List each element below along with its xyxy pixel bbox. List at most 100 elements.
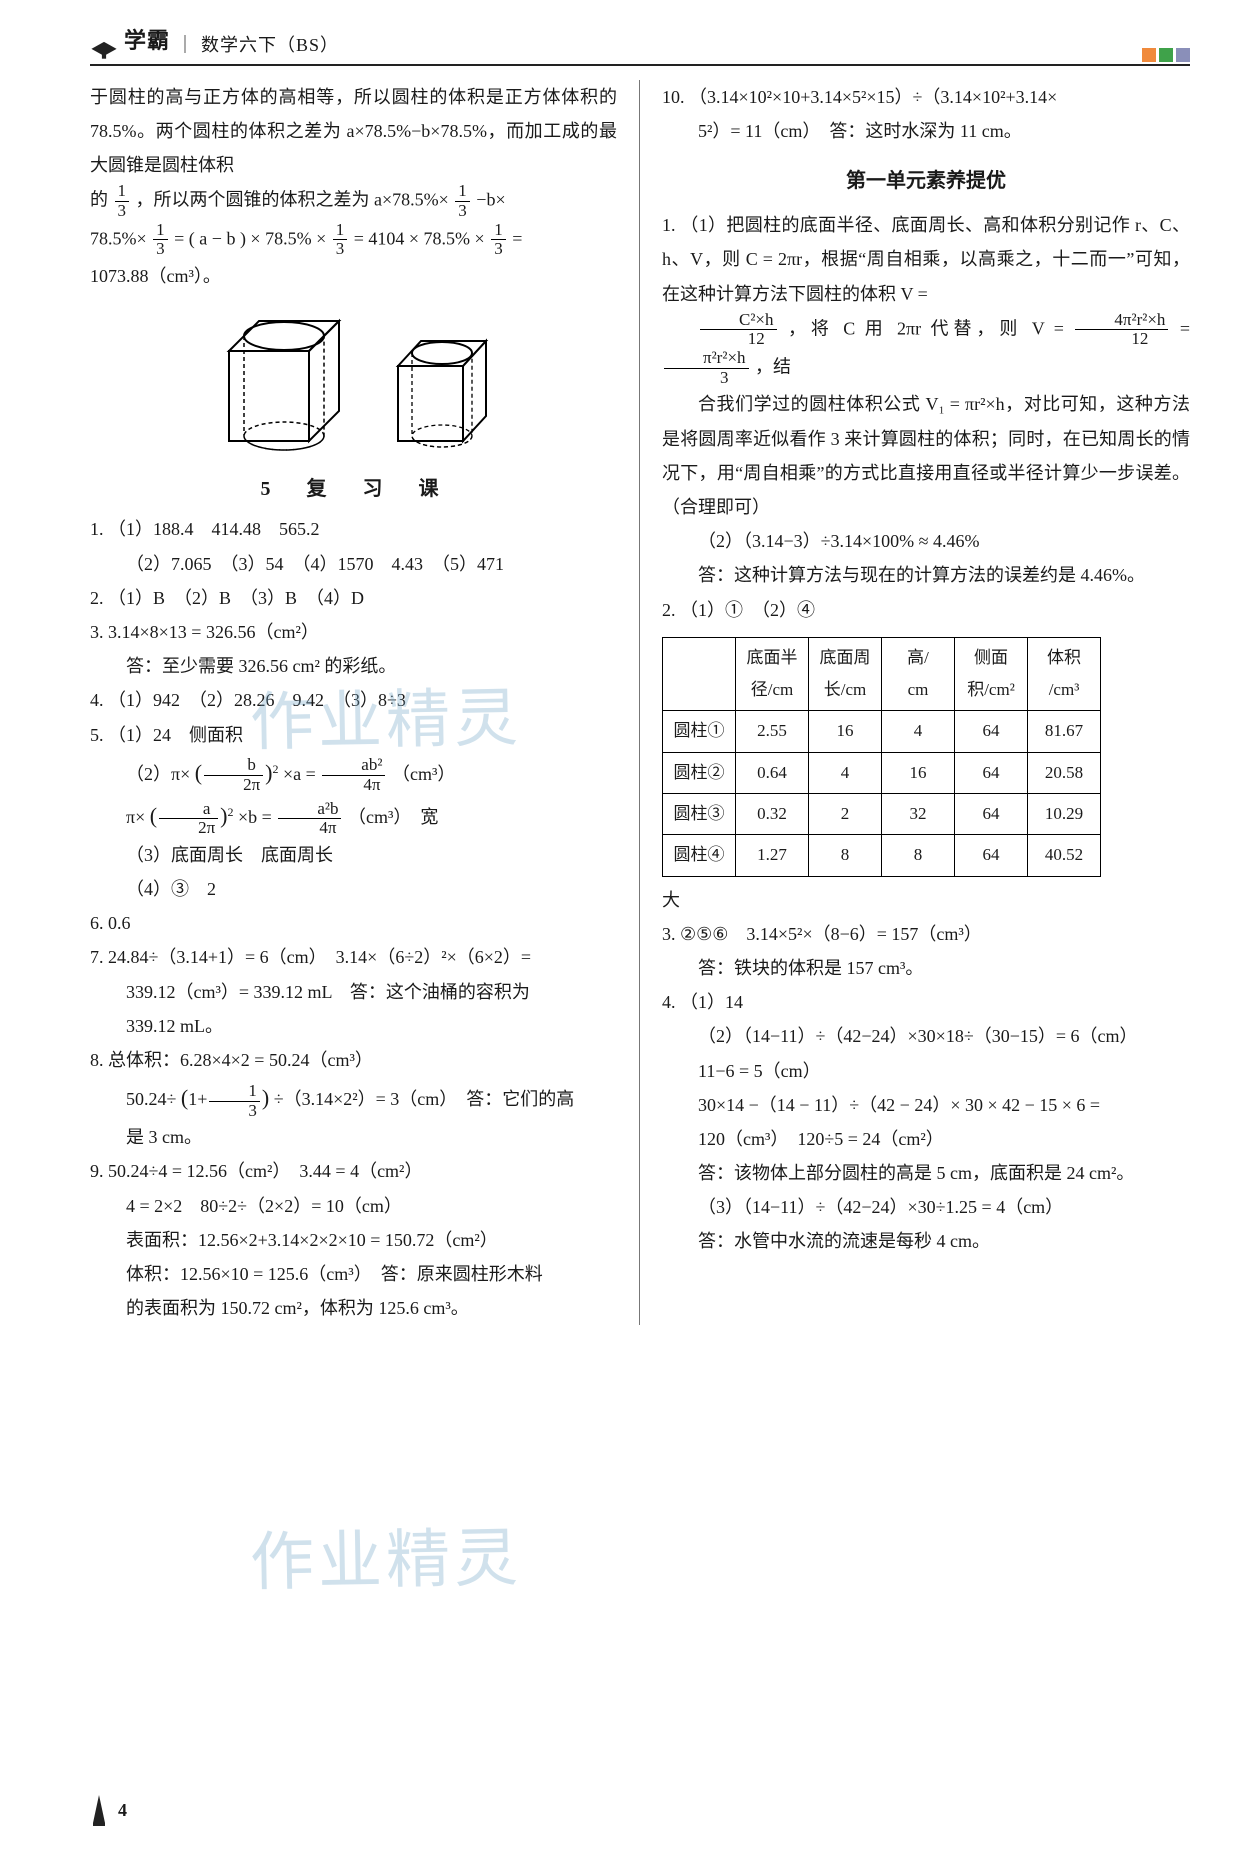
left-column: 于圆柱的高与正方体的高相等，所以圆柱的体积是正方体体积的 78.5%。两个圆柱的… bbox=[90, 80, 640, 1326]
q5b: （2）π× (b2π)2 ×a = ab²4π （cm³） bbox=[90, 752, 617, 795]
table-cell: 20.58 bbox=[1028, 752, 1101, 793]
q5e: （4）③ 2 bbox=[90, 872, 617, 906]
cube-figure-large bbox=[209, 301, 359, 462]
table-cell: 64 bbox=[955, 793, 1028, 834]
text: ②⑤⑥ 3.14×5²×（8−6）= 157（cm³） bbox=[680, 924, 982, 944]
header-left: 学霸 ｜ 数学六下（BS） bbox=[90, 20, 339, 62]
fraction: 13 bbox=[115, 182, 130, 220]
fraction: 13 bbox=[209, 1082, 260, 1120]
page: 作业精灵 作业精灵 学霸 ｜ 数学六下（BS） 于圆柱的高与正方体的高相等，所以… bbox=[0, 0, 1250, 1853]
r-q1-1c: 合我们学过的圆柱体积公式 V₁ = πr²×h，对比可知，这种方法是将圆周率近似… bbox=[662, 387, 1190, 524]
r-q4-2d: 120（cm³） 120÷5 = 24（cm²） bbox=[662, 1122, 1190, 1156]
fraction: π²r²×h3 bbox=[664, 349, 749, 387]
text: 3.14×8×13 = 326.56（cm²） bbox=[108, 622, 319, 642]
fraction: a²b4π bbox=[278, 800, 341, 838]
r-q4-2e: 答：该物体上部分圆柱的高是 5 cm，底面积是 24 cm²。 bbox=[662, 1156, 1190, 1190]
table-row: 圆柱③0.322326410.29 bbox=[663, 793, 1101, 834]
r-q1-2b: 答：这种计算方法与现在的计算方法的误差约是 4.46%。 bbox=[662, 558, 1190, 592]
q2: 2. （1）B （2）B （3）B （4）D bbox=[90, 581, 617, 615]
q6: 6. 0.6 bbox=[90, 906, 617, 940]
text: ÷（3.14×2²）= 3（cm） 答：它们的高 bbox=[274, 1089, 575, 1109]
q5d: （3）底面周长 底面周长 bbox=[90, 838, 617, 872]
right-column: 10. （3.14×10²×10+3.14×5²×15）÷（3.14×10²+3… bbox=[640, 80, 1190, 1326]
q1b: （2）7.065 （3）54 （4）1570 4.43 （5）471 bbox=[90, 547, 617, 581]
r-q4-2a: （2）（14−11）÷（42−24）×30×18÷（30−15）= 6（cm） bbox=[662, 1019, 1190, 1053]
table-row: 圆柱②0.644166420.58 bbox=[663, 752, 1101, 793]
fraction: 13 bbox=[455, 182, 470, 220]
table-body: 圆柱①2.551646481.67圆柱②0.644166420.58圆柱③0.3… bbox=[663, 711, 1101, 876]
q7b: 339.12（cm³）= 339.12 mL 答：这个油桶的容积为 bbox=[90, 975, 617, 1009]
r-q1-2a: （2）（3.14−3）÷3.14×100% ≈ 4.46% bbox=[662, 524, 1190, 558]
table-cell: 0.32 bbox=[736, 793, 809, 834]
text: （1）B （2）B （3）B （4）D bbox=[108, 588, 364, 608]
r-q3a: 3. ②⑤⑥ 3.14×5²×（8−6）= 157（cm³） bbox=[662, 917, 1190, 951]
frac-line-1: 的 13 ，所以两个圆锥的体积之差为 a×78.5%× 13 −b× bbox=[90, 182, 617, 220]
table-header-row: 底面半径/cm 底面周长/cm 高/cm 侧面积/cm² 体积/cm³ bbox=[663, 637, 1101, 711]
square-icon bbox=[1142, 48, 1156, 62]
page-number: 4 bbox=[118, 1793, 127, 1827]
table-cell: 8 bbox=[882, 835, 955, 876]
q9d: 体积：12.56×10 = 125.6（cm³） 答：原来圆柱形木料 bbox=[90, 1257, 617, 1291]
r-q4-3a: （3）（14−11）÷（42−24）×30÷1.25 = 4（cm） bbox=[662, 1190, 1190, 1224]
table-cell: 圆柱③ bbox=[663, 793, 736, 834]
cylinder-table: 底面半径/cm 底面周长/cm 高/cm 侧面积/cm² 体积/cm³ 圆柱①2… bbox=[662, 637, 1101, 877]
text: （1）14 bbox=[680, 992, 743, 1012]
q7c: 339.12 mL。 bbox=[90, 1009, 617, 1043]
text: π× bbox=[126, 807, 145, 827]
text: ，所以两个圆锥的体积之差为 a×78.5%× bbox=[136, 190, 449, 210]
r-q4-1: 4. （1）14 bbox=[662, 985, 1190, 1019]
text: 50.24÷ bbox=[126, 1089, 176, 1109]
fraction: 13 bbox=[333, 221, 348, 259]
text: （2）π× bbox=[126, 764, 190, 784]
q10a: 10. （3.14×10²×10+3.14×5²×15）÷（3.14×10²+3… bbox=[662, 80, 1190, 114]
page-footer: 4 bbox=[90, 1793, 127, 1827]
brand-divider: ｜ bbox=[176, 28, 195, 62]
table-cell: 圆柱④ bbox=[663, 835, 736, 876]
q3a: 3. 3.14×8×13 = 326.56（cm²） bbox=[90, 615, 617, 649]
table-cell: 4 bbox=[809, 752, 882, 793]
text: （3.14×10²×10+3.14×5²×15）÷（3.14×10²+3.14× bbox=[689, 87, 1057, 107]
th-circ: 底面周长/cm bbox=[809, 637, 882, 711]
q10b: 5²）= 11（cm） 答：这时水深为 11 cm。 bbox=[662, 114, 1190, 148]
table-row: 圆柱①2.551646481.67 bbox=[663, 711, 1101, 752]
result-1: 1073.88（cm³）。 bbox=[90, 259, 617, 293]
r-q1-1a: 1. （1）把圆柱的底面半径、底面周长、高和体积分别记作 r、C、h、V，则 C… bbox=[662, 208, 1190, 311]
fraction: C²×h12 bbox=[700, 311, 777, 349]
square-icon bbox=[1176, 48, 1190, 62]
subject-label: 数学六下（BS） bbox=[201, 28, 339, 62]
fraction: 4π²r²×h12 bbox=[1075, 311, 1168, 349]
table-row: 圆柱④1.27886440.52 bbox=[663, 835, 1101, 876]
table-cell: 16 bbox=[882, 752, 955, 793]
text: 的 bbox=[90, 190, 108, 210]
r-q3b: 答：铁块的体积是 157 cm³。 bbox=[662, 951, 1190, 985]
th-radius: 底面半径/cm bbox=[736, 637, 809, 711]
text: 78.5%× bbox=[90, 228, 147, 248]
text: （1）① （2）④ bbox=[680, 600, 815, 620]
table-cell: 圆柱② bbox=[663, 752, 736, 793]
th-height: 高/cm bbox=[882, 637, 955, 711]
r-q4-3b: 答：水管中水流的流速是每秒 4 cm。 bbox=[662, 1224, 1190, 1258]
th-blank bbox=[663, 637, 736, 711]
text: （cm³） bbox=[392, 764, 455, 784]
text: = ( a − b ) × 78.5% × bbox=[174, 228, 331, 248]
table-cell: 4 bbox=[882, 711, 955, 752]
text: （1）942 （2）28.26 9.42 （3）8÷3 bbox=[108, 690, 406, 710]
page-header: 学霸 ｜ 数学六下（BS） bbox=[90, 20, 1190, 66]
fraction: a2π bbox=[159, 800, 218, 838]
text: −b× bbox=[476, 190, 505, 210]
table-cell: 2 bbox=[809, 793, 882, 834]
text: 总体积：6.28×4×2 = 50.24（cm³） bbox=[108, 1050, 373, 1070]
table-cell: 1.27 bbox=[736, 835, 809, 876]
intro-paragraph: 于圆柱的高与正方体的高相等，所以圆柱的体积是正方体体积的 78.5%。两个圆柱的… bbox=[90, 80, 617, 183]
text: （cm³） 宽 bbox=[348, 807, 438, 827]
graduation-cap-icon bbox=[90, 40, 118, 62]
text: 24.84÷（3.14+1）= 6（cm） 3.14×（6÷2）²×（6×2）= bbox=[108, 947, 531, 967]
content-columns: 于圆柱的高与正方体的高相等，所以圆柱的体积是正方体体积的 78.5%。两个圆柱的… bbox=[90, 80, 1190, 1326]
r-q1-1b: C²×h12 ，将 C 用 2πr 代替，则 V = 4π²r²×h12 = π… bbox=[662, 311, 1190, 388]
table-cell: 64 bbox=[955, 835, 1028, 876]
figure-row bbox=[90, 301, 617, 462]
fraction: 13 bbox=[491, 221, 506, 259]
table-cell: 圆柱① bbox=[663, 711, 736, 752]
text: （1）24 侧面积 bbox=[108, 725, 243, 745]
equation-2: 78.5%× 13 = ( a − b ) × 78.5% × 13 = 410… bbox=[90, 221, 617, 259]
